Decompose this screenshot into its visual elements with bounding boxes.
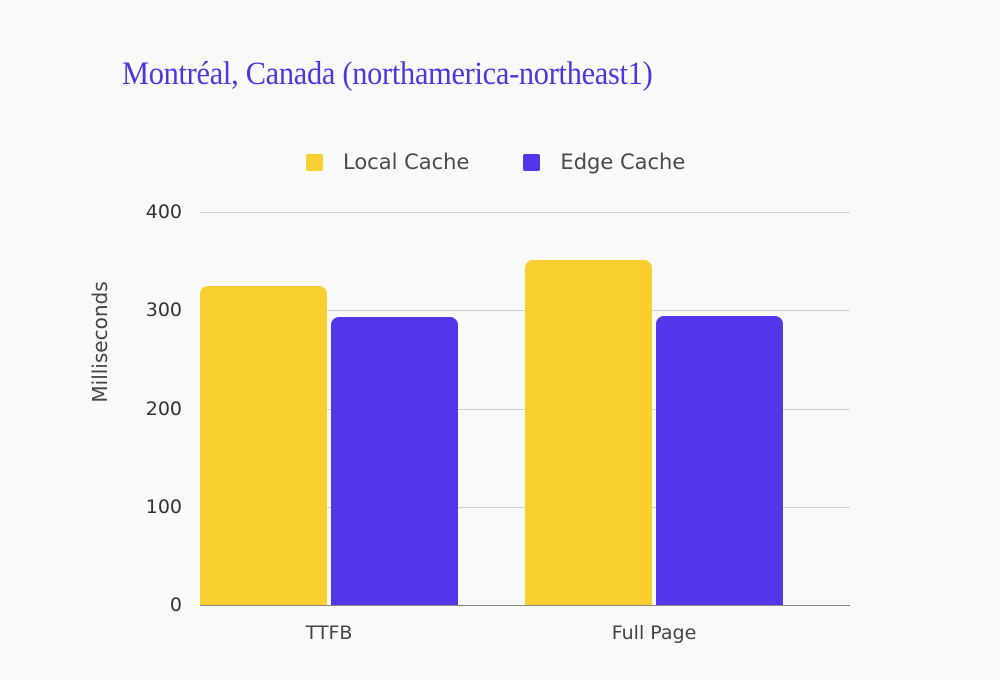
legend-swatch-local [306,153,323,171]
y-tick-label: 100 [145,495,182,518]
bar-full-page-local-cache [525,260,652,605]
legend-item-local-cache: Local Cache [306,150,469,174]
bar-ttfb-edge-cache [331,317,458,605]
y-tick-label: 400 [145,201,182,223]
x-tick-label: Full Page [611,622,697,644]
plot-area [200,212,850,606]
y-axis-label: Milliseconds [88,281,112,403]
legend-label-edge: Edge Cache [560,150,686,174]
gridline [200,605,850,606]
legend: Local Cache Edge Cache [306,150,739,174]
gridline [200,212,850,213]
x-tick-label: TTFB [305,622,353,644]
legend-swatch-edge [523,153,541,171]
legend-label-local: Local Cache [343,150,470,174]
y-tick-label: 0 [169,594,182,616]
legend-item-edge-cache: Edge Cache [523,150,685,174]
y-tick-label: 200 [145,397,182,420]
bar-full-page-edge-cache [656,316,783,605]
y-tick-label: 300 [145,299,182,322]
chart-title: Montréal, Canada (northamerica-northeast… [122,56,653,92]
bar-ttfb-local-cache [200,285,327,605]
